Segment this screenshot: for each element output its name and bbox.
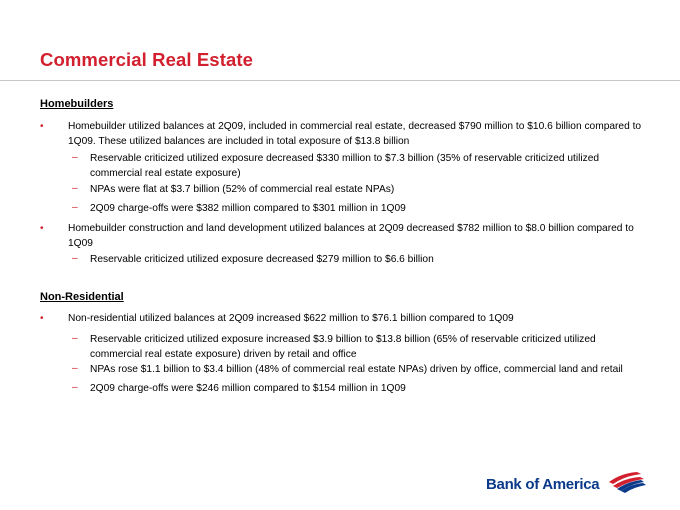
logo-wordmark: Bank of America <box>486 476 600 493</box>
sub-text: 2Q09 charge-offs were $246 million compa… <box>90 383 406 394</box>
bullet-text: Homebuilder construction and land develo… <box>68 223 634 249</box>
dash-mark: – <box>72 253 78 264</box>
sub-text: Reservable criticized utilized exposure … <box>90 334 596 360</box>
non-residential-bullet-1: • Non-residential utilized balances at 2… <box>40 312 653 327</box>
bank-of-america-flag-icon <box>609 472 646 493</box>
dash-mark: – <box>72 333 78 344</box>
page-title: Commercial Real Estate <box>40 49 253 70</box>
homebuilders-bullet-1: • Homebuilder utilized balances at 2Q09,… <box>40 120 653 149</box>
sub-text: 2Q09 charge-offs were $382 million compa… <box>90 203 406 214</box>
section-heading-non-residential: Non-Residential <box>40 291 124 303</box>
bullet-mark: • <box>40 313 44 324</box>
dash-mark: – <box>72 202 78 213</box>
homebuilders-sub-2: – NPAs were flat at $3.7 billion (52% of… <box>72 183 650 198</box>
bullet-text: Homebuilder utilized balances at 2Q09, i… <box>68 121 642 147</box>
section-heading-homebuilders: Homebuilders <box>40 98 114 110</box>
homebuilders-bullet-2: • Homebuilder construction and land deve… <box>40 222 653 251</box>
sub-text: Reservable criticized utilized exposure … <box>90 153 600 179</box>
sub-text: NPAs were flat at $3.7 billion (52% of c… <box>90 184 395 195</box>
dash-mark: – <box>72 152 78 163</box>
bullet-text: Non-residential utilized balances at 2Q0… <box>68 313 514 324</box>
sub-text: Reservable criticized utilized exposure … <box>90 254 434 265</box>
non-residential-sub-1: – Reservable criticized utilized exposur… <box>72 333 650 362</box>
dash-mark: – <box>72 183 78 194</box>
bullet-mark: • <box>40 223 44 234</box>
non-residential-sub-3: – 2Q09 charge-offs were $246 million com… <box>72 382 650 397</box>
homebuilders-sub-4: – Reservable criticized utilized exposur… <box>72 253 650 268</box>
sub-text: NPAs rose $1.1 billion to $3.4 billion (… <box>90 364 623 375</box>
homebuilders-sub-1: – Reservable criticized utilized exposur… <box>72 152 650 181</box>
non-residential-sub-2: – NPAs rose $1.1 billion to $3.4 billion… <box>72 363 650 378</box>
homebuilders-sub-3: – 2Q09 charge-offs were $382 million com… <box>72 202 650 217</box>
dash-mark: – <box>72 382 78 393</box>
title-divider <box>0 80 680 81</box>
bullet-mark: • <box>40 121 44 132</box>
dash-mark: – <box>72 363 78 374</box>
